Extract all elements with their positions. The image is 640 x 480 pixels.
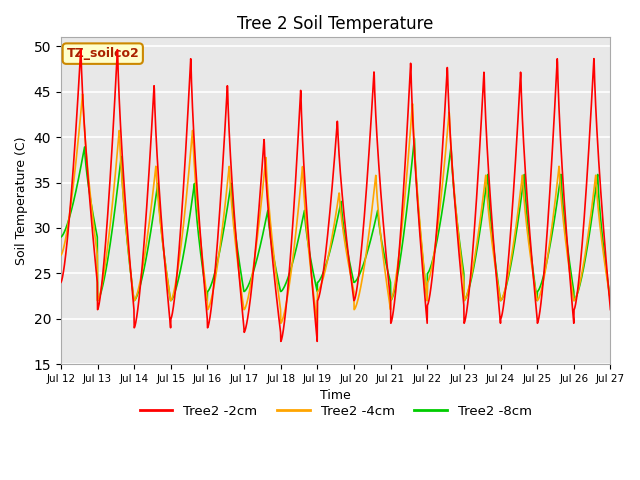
- Y-axis label: Soil Temperature (C): Soil Temperature (C): [15, 136, 28, 265]
- X-axis label: Time: Time: [320, 389, 351, 402]
- Title: Tree 2 Soil Temperature: Tree 2 Soil Temperature: [237, 15, 434, 33]
- Text: TZ_soilco2: TZ_soilco2: [67, 47, 139, 60]
- Legend: Tree2 -2cm, Tree2 -4cm, Tree2 -8cm: Tree2 -2cm, Tree2 -4cm, Tree2 -8cm: [134, 399, 537, 423]
